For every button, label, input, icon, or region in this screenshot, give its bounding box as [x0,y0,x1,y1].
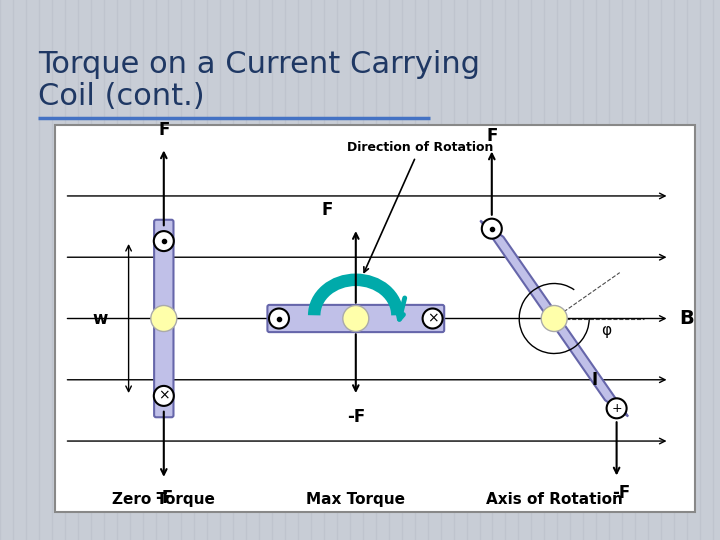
Circle shape [269,308,289,328]
Text: B: B [679,309,694,328]
Polygon shape [480,220,628,416]
Text: Direction of Rotation: Direction of Rotation [346,141,493,272]
Text: w: w [92,309,107,327]
Text: Coil (cont.): Coil (cont.) [38,82,204,111]
Text: F: F [158,121,169,139]
Text: Zero Torque: Zero Torque [112,492,215,507]
Circle shape [607,399,626,418]
Text: I: I [592,372,598,389]
Text: ×: × [427,312,438,326]
Circle shape [154,231,174,251]
Circle shape [150,306,177,332]
Circle shape [343,306,369,332]
Text: -F: -F [346,408,365,426]
Text: F: F [486,127,498,145]
Text: Axis of Rotation: Axis of Rotation [486,492,623,507]
Text: Torque on a Current Carrying: Torque on a Current Carrying [38,50,480,79]
Text: φ: φ [601,323,611,338]
Circle shape [482,219,502,239]
Text: F: F [321,200,333,219]
Circle shape [154,386,174,406]
Circle shape [541,306,567,332]
Text: -F: -F [613,484,631,502]
Text: ×: × [158,389,170,403]
FancyBboxPatch shape [267,305,444,332]
Text: Max Torque: Max Torque [306,492,405,507]
Bar [55,125,695,512]
Text: -F: -F [155,489,173,508]
FancyBboxPatch shape [154,220,174,417]
Circle shape [423,308,443,328]
Text: +: + [611,402,622,415]
